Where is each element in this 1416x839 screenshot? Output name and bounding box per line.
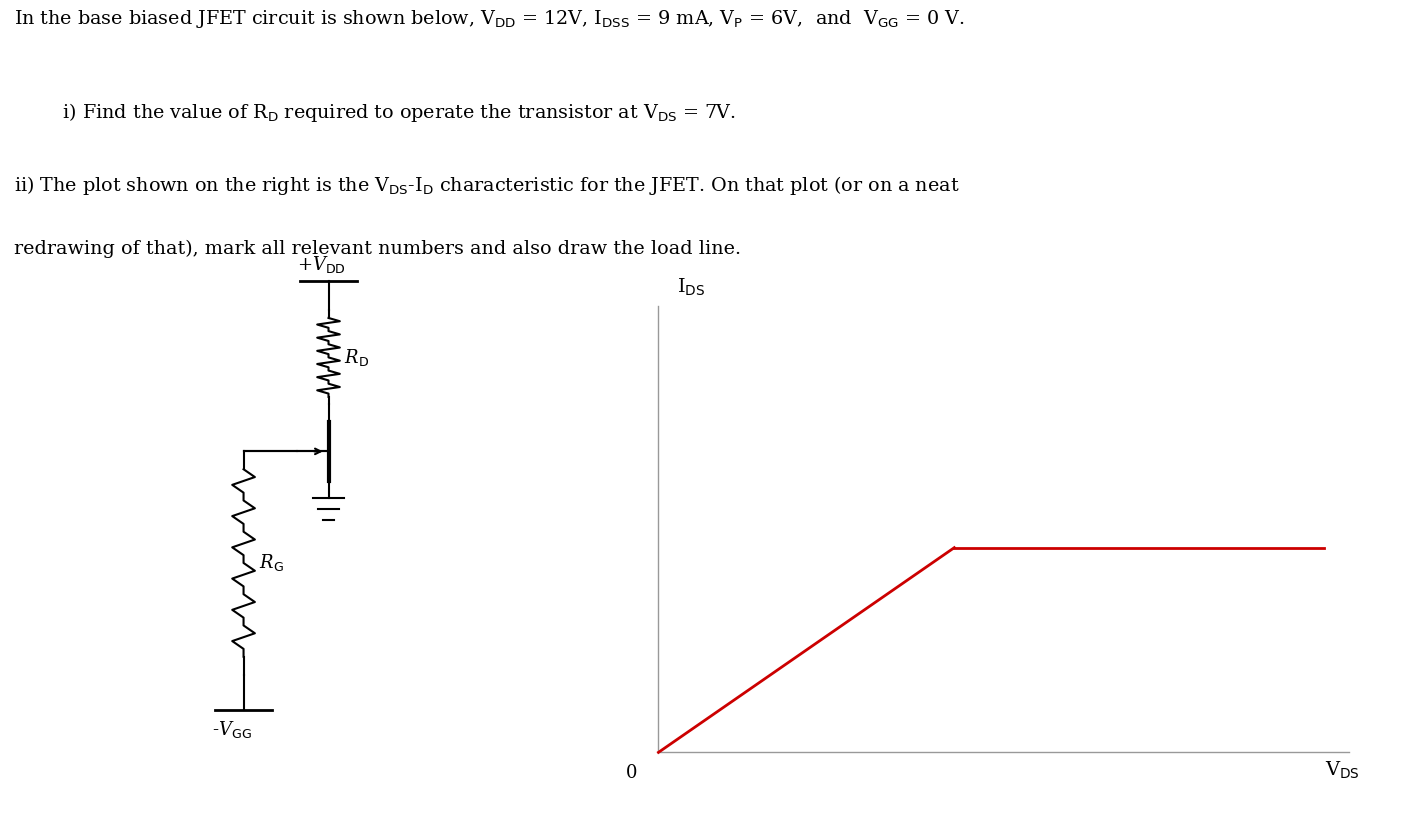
Text: redrawing of that), mark all relevant numbers and also draw the load line.: redrawing of that), mark all relevant nu… xyxy=(14,240,741,258)
Text: R$_{\mathrm{G}}$: R$_{\mathrm{G}}$ xyxy=(259,552,285,574)
Text: ii) The plot shown on the right is the V$_{\mathrm{DS}}$-I$_{\mathrm{D}}$ charac: ii) The plot shown on the right is the V… xyxy=(14,174,960,197)
Text: 0: 0 xyxy=(626,763,637,782)
Text: V$_{\mathrm{DS}}$: V$_{\mathrm{DS}}$ xyxy=(1324,760,1359,781)
Text: In the base biased JFET circuit is shown below, V$_{\mathrm{DD}}$ = 12V, I$_{\ma: In the base biased JFET circuit is shown… xyxy=(14,8,966,30)
Text: i) Find the value of R$_{\mathrm{D}}$ required to operate the transistor at V$_{: i) Find the value of R$_{\mathrm{D}}$ re… xyxy=(14,101,736,124)
Text: -V$_{\mathrm{GG}}$: -V$_{\mathrm{GG}}$ xyxy=(212,718,252,740)
Text: I$_{\mathrm{DS}}$: I$_{\mathrm{DS}}$ xyxy=(677,277,705,298)
Text: R$_{\mathrm{D}}$: R$_{\mathrm{D}}$ xyxy=(344,347,370,368)
Text: +V$_{\mathrm{DD}}$: +V$_{\mathrm{DD}}$ xyxy=(297,254,347,275)
